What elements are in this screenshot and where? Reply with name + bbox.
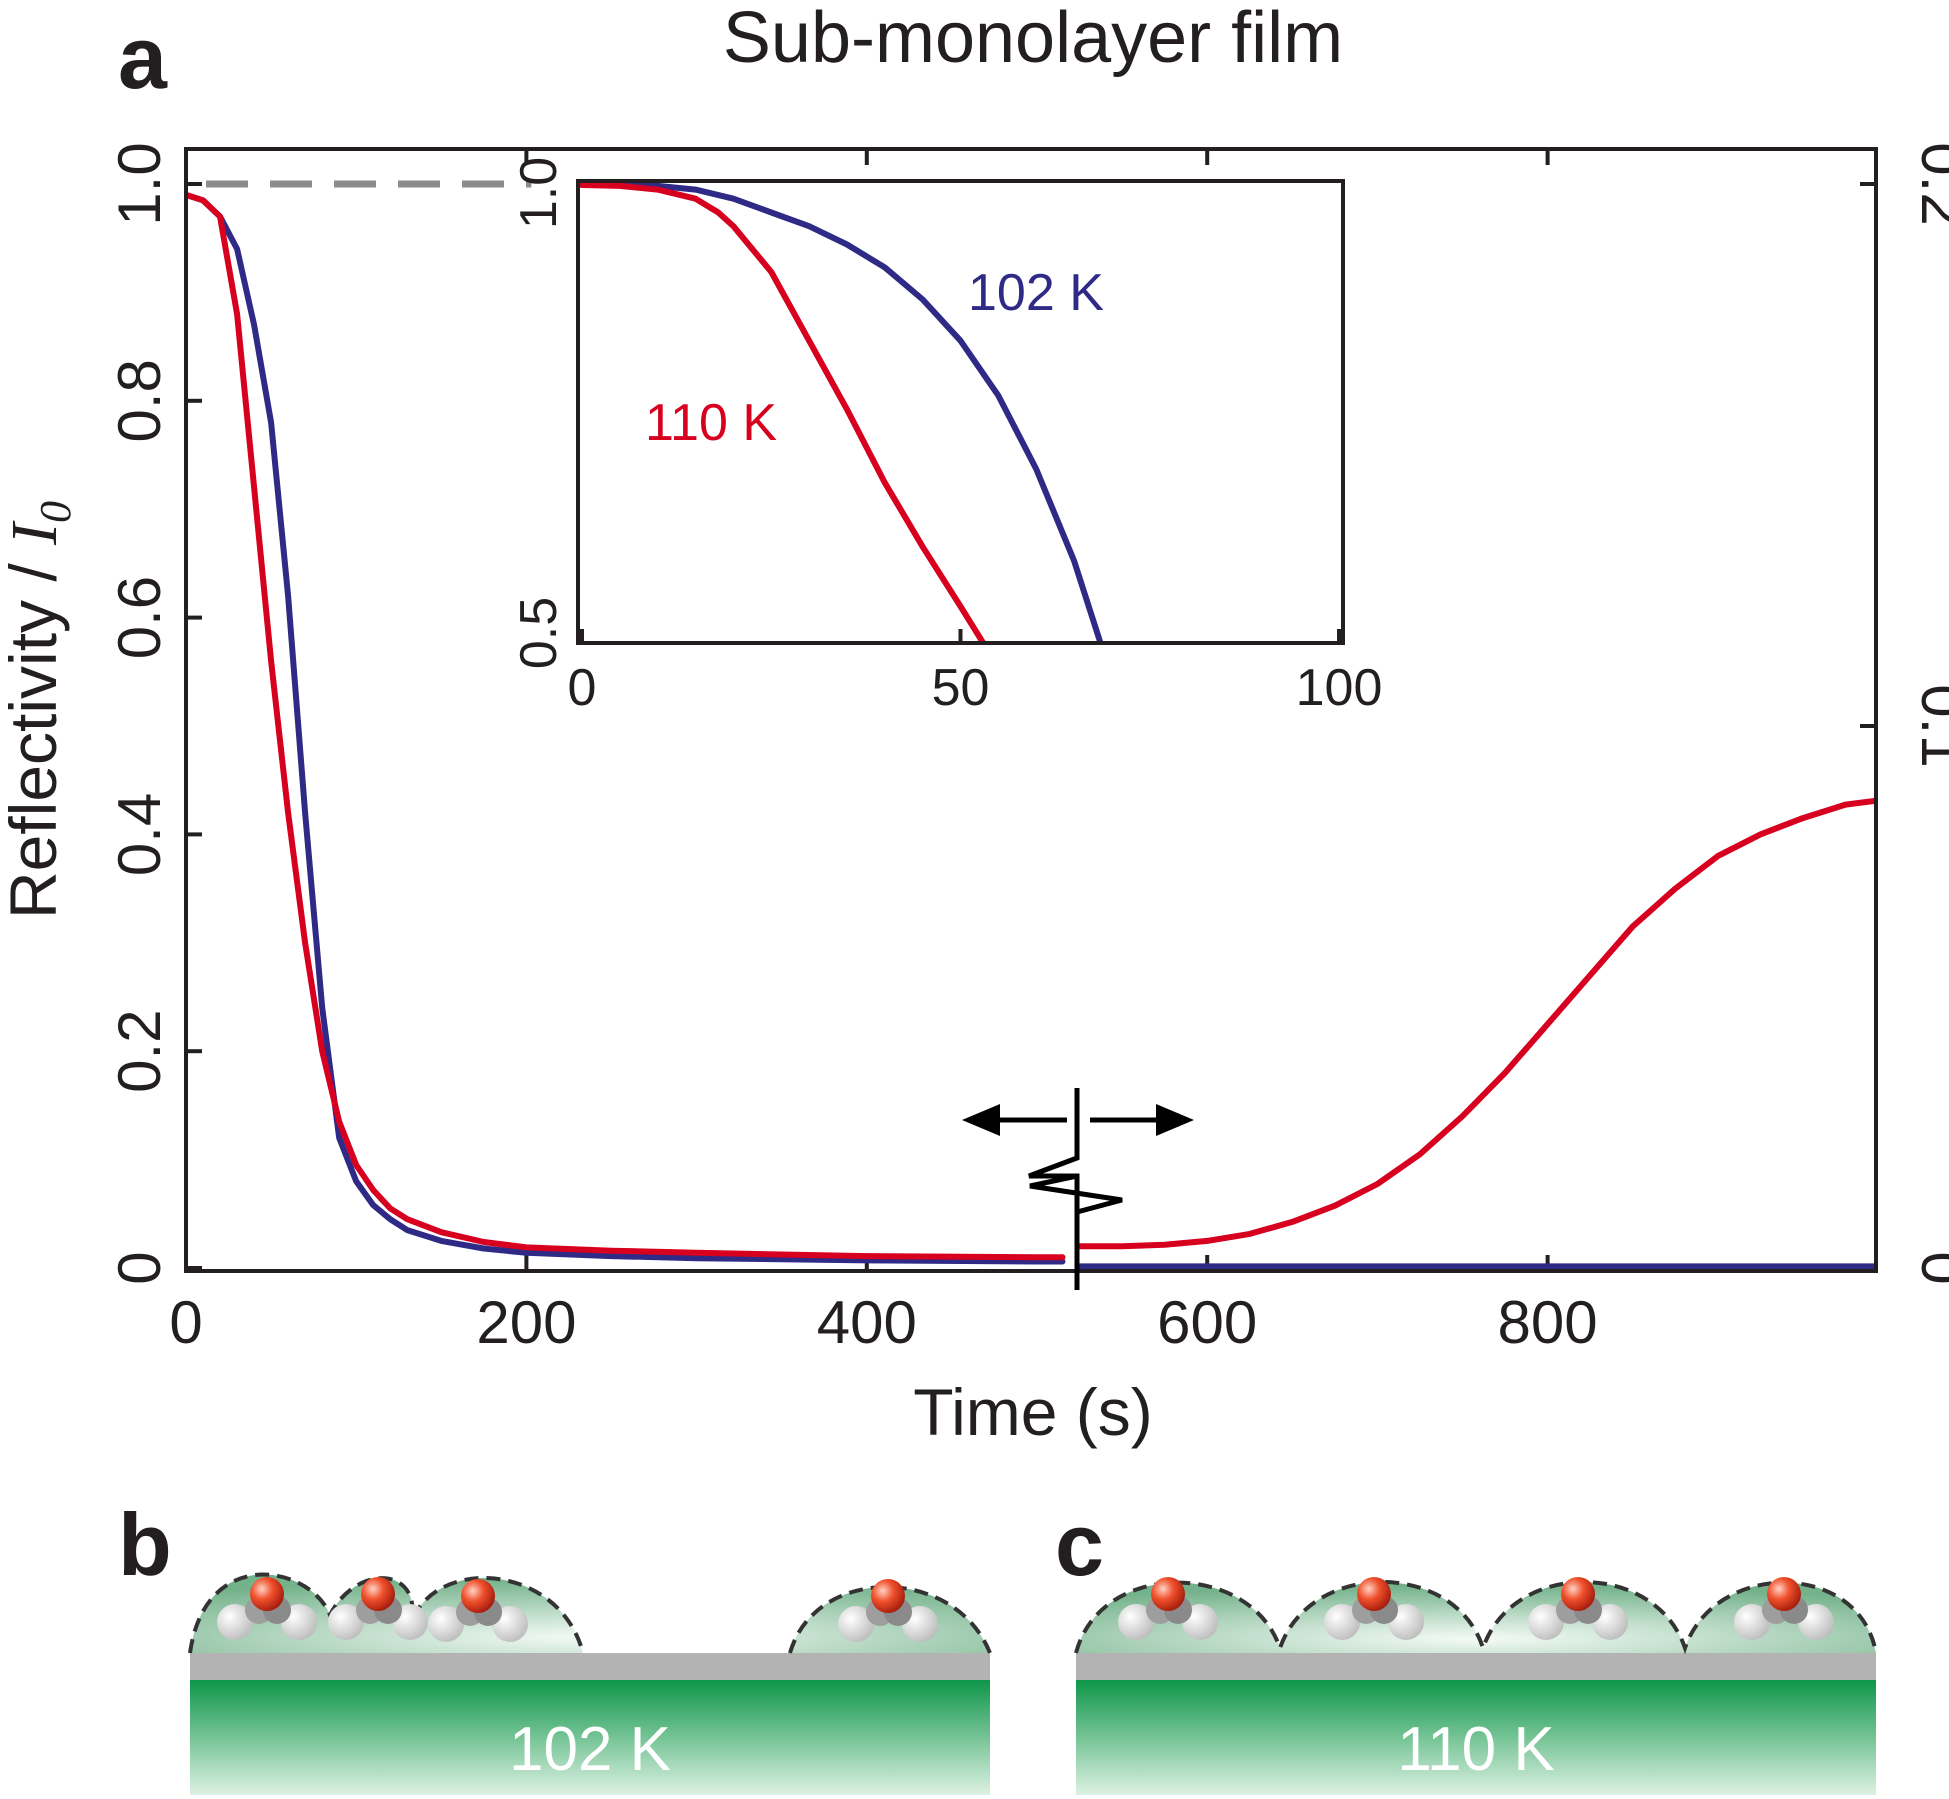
y-tick-label: 1.0 — [106, 142, 173, 225]
panel-label-c: c — [1055, 1495, 1104, 1594]
chart-title: Sub-monolayer film — [723, 0, 1343, 78]
x-axis-label: Time (s) — [913, 1375, 1153, 1449]
inset-y-tick-label: 0.5 — [510, 597, 568, 669]
main-ticks: 0 200 400 600 800 0 0.2 0.4 0.6 0.8 1.0 0 0.1 0.2 — [106, 142, 1949, 1356]
x-tick-label: 800 — [1498, 1289, 1598, 1356]
axis-break-zigzag — [1029, 1173, 1123, 1215]
substrate-c — [1076, 1680, 1876, 1795]
left-arrow-head — [962, 1104, 1000, 1136]
inset-x-tick-label: 0 — [568, 659, 597, 717]
water-molecule-icon — [1528, 1577, 1628, 1640]
molecules-b — [217, 1577, 938, 1642]
inset-series-line-110k — [579, 182, 987, 643]
x-tick-label: 600 — [1157, 1289, 1257, 1356]
water-molecule-icon — [328, 1577, 428, 1640]
schematic-b-label: 102 K — [509, 1715, 671, 1784]
water-molecule-icon — [217, 1577, 317, 1640]
panel-label-b: b — [118, 1495, 172, 1594]
y-tick-label: 0.4 — [106, 793, 173, 876]
schematic-b: 102 K — [188, 1572, 992, 1795]
inset-background — [578, 181, 1343, 643]
panel-label-a: a — [118, 8, 168, 107]
y-axis-label: Reflectivity / I0 — [0, 501, 80, 919]
water-molecule-icon — [428, 1579, 528, 1642]
inset-series — [579, 182, 1104, 643]
inset-x-tick-label: 50 — [932, 659, 990, 717]
main-axes-frame — [184, 147, 1878, 1273]
substrate-b — [190, 1680, 990, 1795]
right-arrow-head — [1156, 1104, 1194, 1136]
molecules-c — [1118, 1577, 1834, 1640]
cluster-outline-c — [1074, 1580, 1878, 1655]
x-tick-label: 0 — [169, 1289, 202, 1356]
series-line-110k-right — [1076, 797, 1876, 1250]
surface-layer-c — [1076, 1653, 1876, 1680]
y2-tick-label: 0 — [1909, 1251, 1949, 1284]
schematic-c-label: 110 K — [1397, 1715, 1554, 1784]
series-line-102k-left — [186, 191, 1066, 1265]
x-tick-label: 400 — [817, 1289, 917, 1356]
inset-series-line-102k — [579, 182, 1104, 643]
water-molecule-icon — [838, 1579, 938, 1642]
inset-y-tick-label: 1.0 — [510, 157, 568, 229]
y-tick-label: 0.8 — [106, 359, 173, 442]
x-tick-label: 200 — [476, 1289, 576, 1356]
inset-plot: 0 50 100 0.5 1.0 102 K 110 K — [510, 157, 1382, 717]
inset-axes-frame — [576, 179, 1345, 645]
y-tick-label: 0.6 — [106, 576, 173, 659]
series-line-110k-left — [186, 191, 1066, 1261]
schematic-c: 110 K — [1074, 1577, 1878, 1795]
main-plot: 0 200 400 600 800 0 0.2 0.4 0.6 0.8 1.0 0 0.1 0.2 Tim… — [0, 142, 1949, 1449]
y2-tick-label: 0.2 — [1909, 142, 1949, 225]
inset-label-110k: 110 K — [645, 394, 777, 452]
water-molecule-icon — [1324, 1577, 1424, 1640]
y-tick-label: 0 — [106, 1251, 173, 1284]
surface-layer-b — [190, 1653, 990, 1680]
water-molecule-icon — [1118, 1577, 1218, 1640]
y-tick-label: 0.2 — [106, 1009, 173, 1092]
inset-x-tick-label: 100 — [1296, 659, 1383, 717]
main-series — [186, 191, 1876, 1270]
inset-label-102k: 102 K — [968, 264, 1104, 322]
water-molecule-icon — [1734, 1577, 1834, 1640]
water-clusters-c — [1076, 1582, 1876, 1653]
axis-break-marker — [1028, 1088, 1080, 1290]
y2-tick-label: 0.1 — [1909, 684, 1949, 767]
